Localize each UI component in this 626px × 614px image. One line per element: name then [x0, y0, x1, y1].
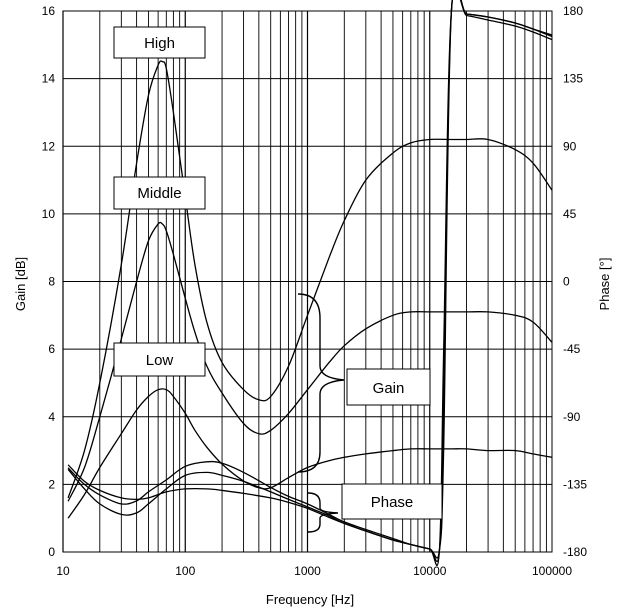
y2-tick-label: 180: [563, 4, 583, 18]
label-phase: Phase: [341, 483, 443, 520]
x-tick-label: 100: [175, 564, 195, 578]
y2-axis-title: Phase [°]: [597, 258, 612, 311]
y-tick-label: 12: [42, 139, 56, 153]
y2-tick-label: 0: [563, 275, 570, 289]
y2-tick-label: 135: [563, 72, 583, 86]
svg-text:High: High: [144, 35, 175, 52]
gain-curve-2: [67, 221, 553, 502]
y-tick-label: 14: [42, 72, 56, 86]
y-tick-label: 0: [48, 545, 55, 559]
y-tick-label: 16: [42, 4, 56, 18]
y2-tick-label: -135: [563, 477, 587, 491]
x-tick-label: 1000: [294, 564, 321, 578]
y-tick-label: 6: [48, 342, 55, 356]
tick-labels: 10 100 1000 10000 100000 0 2 4 6 8 10 12 14 16 -180 -13…: [42, 4, 588, 578]
y2-tick-label: 90: [563, 139, 577, 153]
y2-tick-label: -90: [563, 410, 581, 424]
x-tick-label: 10000: [413, 564, 447, 578]
x-tick-label: 10: [56, 564, 70, 578]
y2-tick-label: 45: [563, 207, 577, 221]
gain-bracket: [297, 293, 345, 473]
phase-curve-6: [67, 0, 553, 567]
phase-curve-5: [67, 0, 553, 562]
y-tick-label: 2: [48, 477, 55, 491]
phase-curve-4: [67, 0, 553, 559]
svg-text:Gain: Gain: [373, 380, 405, 397]
plot-frame: [62, 10, 553, 553]
y-tick-label: 8: [48, 275, 55, 289]
svg-text:Middle: Middle: [137, 185, 181, 202]
grid: [62, 10, 552, 553]
svg-text:Low: Low: [146, 352, 174, 369]
y-tick-label: 10: [42, 207, 56, 221]
svg-text:Phase: Phase: [371, 494, 414, 511]
y2-tick-label: -180: [563, 545, 587, 559]
phase-bracket: [307, 492, 339, 533]
label-gain: Gain: [346, 368, 431, 406]
series-layer: [67, 0, 553, 567]
label-middle: Middle: [113, 176, 206, 210]
y-tick-label: 4: [48, 410, 55, 424]
y2-tick-label: -45: [563, 342, 581, 356]
x-tick-label: 100000: [532, 564, 572, 578]
label-high: High: [113, 26, 206, 59]
label-low: Low: [113, 342, 206, 377]
gain-curve-1: [67, 60, 553, 499]
y-axis-title: Gain [dB]: [13, 257, 28, 311]
x-axis-title: Frequency [Hz]: [266, 592, 354, 607]
